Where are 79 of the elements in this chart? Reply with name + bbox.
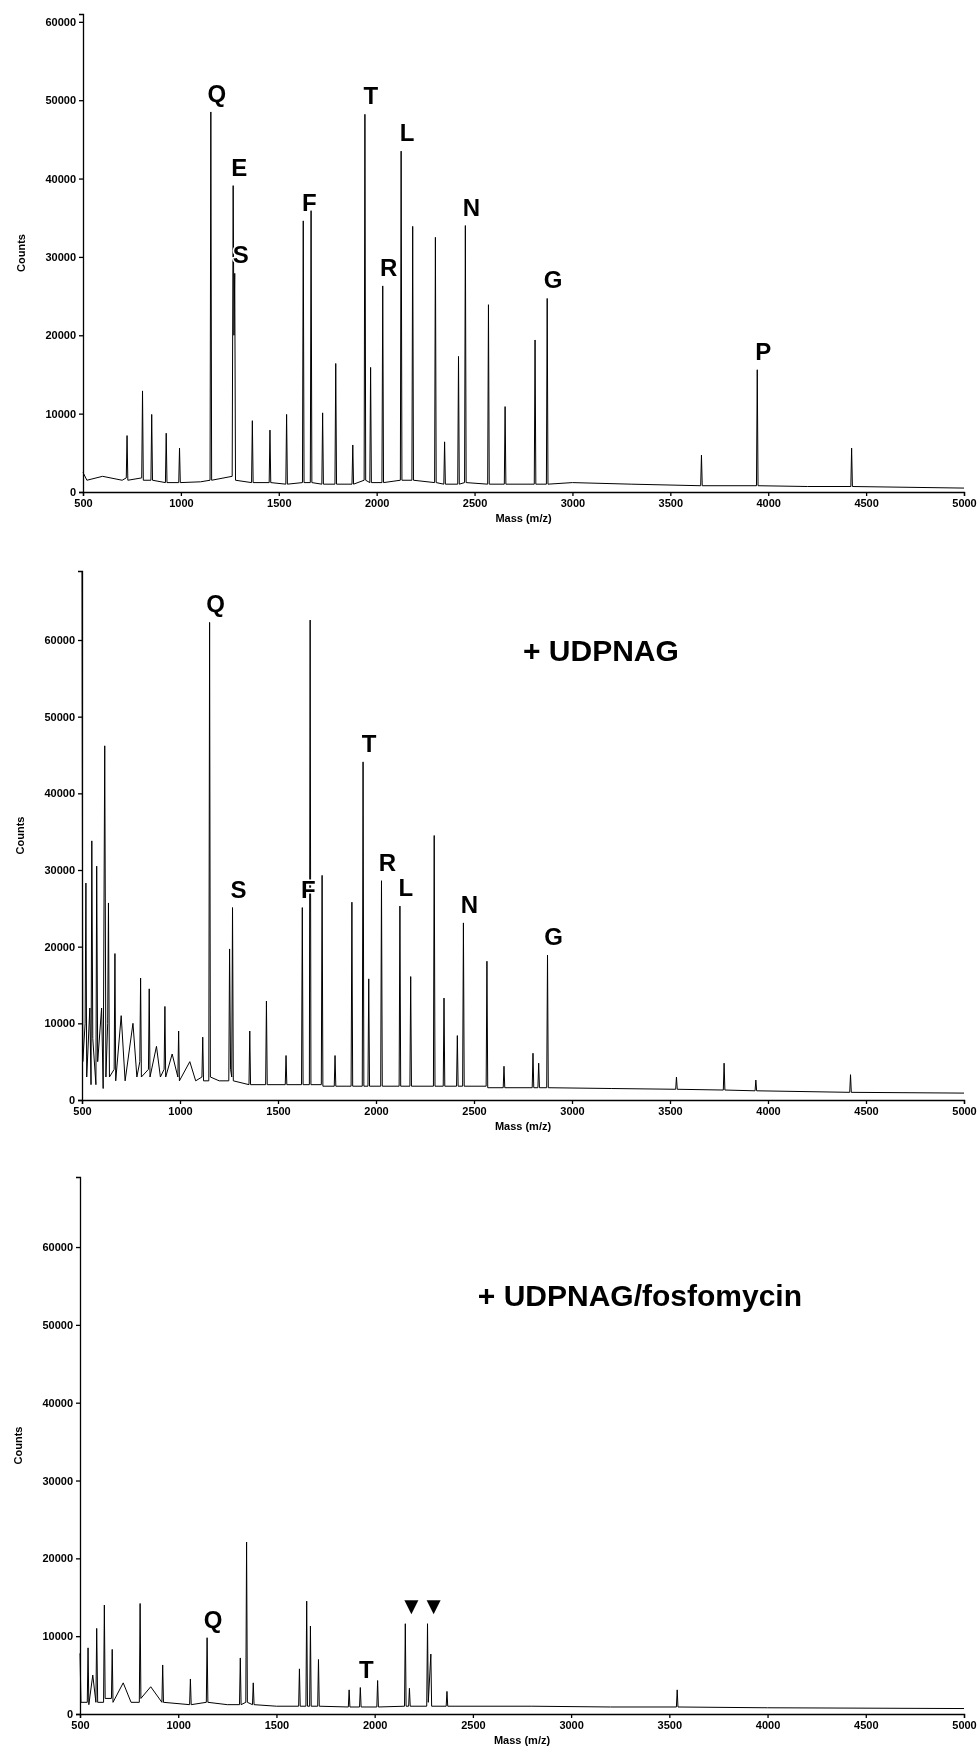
x-tick-label: 2500	[461, 1718, 486, 1731]
x-tick-label: 500	[74, 496, 93, 509]
y-tick-label: 60000	[44, 634, 75, 647]
x-tick-label: 3500	[657, 1718, 683, 1731]
annotation: G	[543, 266, 563, 294]
x-tick-label: 2500	[462, 496, 488, 509]
x-tick-label: 1500	[267, 496, 292, 509]
y-tick-label: 50000	[42, 1318, 73, 1331]
x-tick-label: 500	[73, 1104, 92, 1117]
x-tick-label: 4500	[854, 1718, 879, 1731]
annotation: L	[398, 874, 414, 902]
annotation: ▼	[399, 1591, 424, 1619]
x-tick-label: 2000	[364, 496, 390, 509]
x-tick-label: 3500	[658, 1104, 683, 1117]
y-tick-label: 10000	[45, 407, 76, 420]
y-tick-label: 20000	[44, 940, 75, 953]
annotation: F	[301, 188, 317, 216]
annotation: R	[378, 848, 397, 876]
x-tick-label: 4500	[854, 1104, 879, 1117]
y-tick-label: 60000	[42, 1241, 73, 1254]
x-tick-label: 4000	[756, 1104, 781, 1117]
y-axis-title: Counts	[14, 816, 26, 855]
x-tick-label: 5000	[952, 1718, 977, 1731]
y-tick-label: 10000	[42, 1630, 73, 1643]
annotation: ▼	[421, 1591, 446, 1619]
text: + UDPNAG/fosfomycin	[477, 1278, 803, 1312]
y-tick-label: 0	[68, 1094, 75, 1107]
y-tick-label: 50000	[44, 710, 75, 723]
x-tick-label: 4500	[854, 496, 879, 509]
y-axis-title: Counts	[15, 234, 27, 272]
x-tick-label: 3500	[658, 496, 684, 509]
x-tick-label: 1000	[166, 1718, 191, 1731]
annotation: N	[462, 193, 481, 221]
y-tick-label: 40000	[44, 787, 75, 800]
text: + UDPNAG	[523, 633, 679, 667]
y-tick-label: 60000	[45, 15, 76, 28]
x-tick-label: 5000	[952, 1104, 977, 1117]
x-tick-label: 500	[71, 1718, 90, 1731]
x-tick-label: 1500	[266, 1104, 291, 1117]
y-tick-label: 40000	[45, 172, 76, 185]
y-tick-label: 30000	[44, 864, 75, 877]
x-axis-title: Mass (m/z)	[495, 512, 552, 524]
y-tick-label: 20000	[45, 329, 76, 342]
annotation: R	[380, 253, 398, 281]
annotation: N	[460, 890, 479, 918]
annotation: P	[755, 337, 772, 365]
y-tick-label: 0	[69, 486, 76, 499]
x-tick-label: 4000	[756, 496, 781, 509]
x-tick-label: 3000	[559, 1718, 584, 1731]
x-tick-label: 1000	[168, 1104, 193, 1117]
annotation: Q	[206, 590, 225, 618]
x-axis-title: Mass (m/z)	[493, 1734, 551, 1746]
x-tick-label: 2000	[364, 1104, 389, 1117]
y-tick-label: 20000	[42, 1552, 73, 1565]
x-axis-title: Mass (m/z)	[494, 1120, 552, 1132]
annotation: T	[361, 729, 377, 757]
annotation: Q	[207, 79, 227, 107]
annotation: T	[358, 1655, 374, 1683]
y-axis-title: Counts	[12, 1426, 24, 1465]
annotation: Q	[203, 1605, 223, 1633]
x-tick-label: 5000	[952, 496, 977, 509]
x-tick-label: 2500	[462, 1104, 487, 1117]
x-tick-label: 3000	[560, 496, 586, 509]
y-tick-label: 0	[66, 1708, 73, 1721]
annotation: T	[363, 82, 379, 110]
annotation: S	[230, 875, 247, 903]
y-tick-label: 30000	[45, 250, 76, 263]
x-tick-label: 2000	[362, 1718, 388, 1731]
y-tick-label: 10000	[44, 1017, 75, 1030]
y-tick-label: 30000	[42, 1474, 73, 1487]
x-tick-label: 4000	[755, 1718, 781, 1731]
x-tick-label: 1500	[264, 1718, 290, 1731]
y-tick-label: 40000	[42, 1396, 73, 1409]
y-tick-label: 50000	[45, 94, 76, 107]
x-tick-label: 1000	[169, 496, 194, 509]
annotation: E	[231, 153, 248, 181]
annotation: G	[544, 923, 563, 951]
x-tick-label: 3000	[560, 1104, 585, 1117]
annotation: L	[399, 119, 415, 147]
